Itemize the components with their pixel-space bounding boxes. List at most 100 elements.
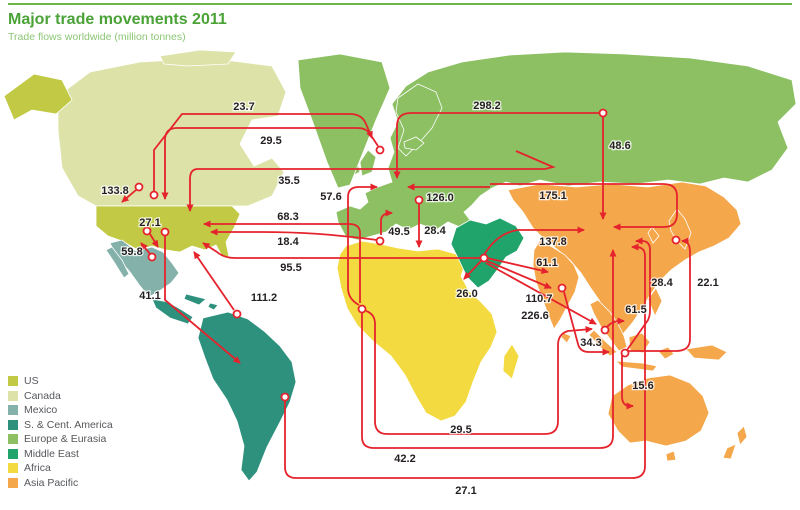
legend-item-label: US [24, 375, 39, 388]
trade-flow-arrow [486, 257, 549, 274]
trade-flow-arrow [203, 220, 361, 303]
trade-flow-value: 22.1 [697, 277, 718, 289]
trade-flow-value: 23.7 [233, 101, 254, 113]
region-madagascar [502, 343, 520, 380]
trade-flow-value: 18.4 [277, 236, 299, 248]
region-south-america [197, 311, 297, 482]
legend-item: Middle East [8, 447, 113, 462]
flow-origin-node [160, 227, 170, 237]
trade-flow-value: 49.5 [388, 226, 409, 238]
flow-origin-nodes [134, 108, 681, 402]
legend-item-label: Asia Pacific [24, 476, 79, 489]
legend-item-label: Africa [24, 462, 51, 475]
legend-color-chip [8, 477, 18, 488]
trade-flow-arrow [490, 183, 678, 231]
region-nz-south [722, 443, 737, 460]
trade-flow-value: 35.5 [278, 175, 299, 187]
trade-flow-value: 111.2 [251, 292, 277, 304]
trade-flow-arrow [210, 228, 378, 241]
legend-item-label: Europe & Eurasia [24, 433, 107, 446]
flow-origin-node [142, 226, 152, 236]
legend-color-chip [8, 405, 18, 416]
trade-flow-value: 126.0 [426, 192, 454, 204]
trade-flow-arrow [202, 242, 481, 259]
page-title: Major trade movements 2011 [8, 11, 227, 28]
legend-item: US [8, 374, 113, 389]
flow-origin-node [600, 325, 610, 335]
trade-flow-value: 15.6 [632, 380, 653, 392]
trade-flow-value: 29.5 [260, 135, 281, 147]
legend-color-chip [8, 376, 18, 387]
trade-flow-arrow [121, 189, 137, 203]
trade-flow-value: 95.5 [280, 262, 301, 274]
trade-flow-value: 48.6 [609, 140, 630, 152]
flow-origin-node [598, 108, 608, 118]
region-tasmania [665, 450, 677, 462]
flow-origin-node [149, 190, 159, 200]
region-africa [336, 240, 498, 422]
trade-flow-value: 61.1 [536, 257, 557, 269]
trade-flow-arrow [485, 262, 597, 325]
region-australia [607, 374, 710, 447]
legend-item: Mexico [8, 403, 113, 418]
trade-flow-arrow [463, 260, 482, 280]
trade-flow-value: 34.3 [580, 337, 601, 349]
region-canada-arctic [159, 49, 237, 67]
trade-flow-value: 133.8 [101, 185, 129, 197]
legend: US Canada Mexico S. & Cent. America Europe &… [8, 374, 113, 490]
trade-flow-arrow [483, 226, 585, 256]
trade-flow-value: 59.8 [121, 246, 142, 258]
trade-flow-value: 68.3 [277, 211, 298, 223]
region-new-guinea [685, 344, 728, 361]
legend-color-chip [8, 419, 18, 430]
flow-origin-node [479, 253, 489, 263]
region-mexico [109, 239, 180, 298]
flow-origin-node [357, 304, 367, 314]
flow-origin-node [375, 145, 385, 155]
trade-flow-arrow [621, 355, 634, 410]
region-sumatra [588, 329, 618, 357]
region-sri-lanka [560, 332, 572, 344]
region-india [532, 239, 580, 330]
trade-flow-arrow [347, 183, 378, 306]
region-java [614, 360, 658, 372]
header-rule [8, 3, 792, 5]
trade-flow-value: 28.4 [424, 225, 446, 237]
trade-flow-value: 175.1 [539, 190, 567, 202]
region-sulawesi [657, 346, 675, 360]
trade-flow-value: 27.1 [139, 217, 160, 229]
trade-flow-arrow [393, 112, 600, 179]
legend-item-label: Middle East [24, 447, 79, 460]
legend-item-label: Mexico [24, 404, 58, 417]
trade-flow-value: 137.8 [539, 236, 567, 248]
legend-color-chip [8, 390, 18, 401]
region-eurasia [335, 51, 797, 241]
flow-origin-node [620, 348, 630, 358]
legend-item: S. & Cent. America [8, 418, 113, 433]
flow-origin-node [134, 182, 144, 192]
flow-origin-node [557, 283, 567, 293]
trade-flow-value: 226.6 [521, 310, 549, 322]
trade-flow-value: 27.1 [455, 485, 476, 497]
region-korea [647, 226, 660, 244]
trade-flow-value: 110.7 [526, 293, 553, 305]
flow-labels: 23.7 29.5 298.2 48.6 175.1 126.0 28.4 49.5 57.6 6… [100, 99, 720, 499]
flow-origin-node [375, 236, 385, 246]
header: Major trade movements 2011 Trade flows w… [8, 0, 792, 43]
trade-flow-arrow [563, 291, 610, 356]
region-philippines [647, 287, 663, 317]
trade-flow-arrow [186, 150, 556, 212]
trade-flow-value: 61.5 [625, 304, 646, 316]
legend-color-chip [8, 448, 18, 459]
map-regions [3, 49, 797, 482]
region-greenland [297, 53, 391, 189]
region-hispaniola [207, 302, 219, 311]
trade-flow-value: 41.1 [139, 290, 160, 302]
trade-flow-value: 26.0 [456, 288, 477, 300]
page-subtitle: Trade flows worldwide (million tonnes) [8, 31, 186, 43]
flow-origin-node [280, 392, 290, 402]
flow-origin-node [232, 309, 242, 319]
legend-item: Africa [8, 461, 113, 476]
